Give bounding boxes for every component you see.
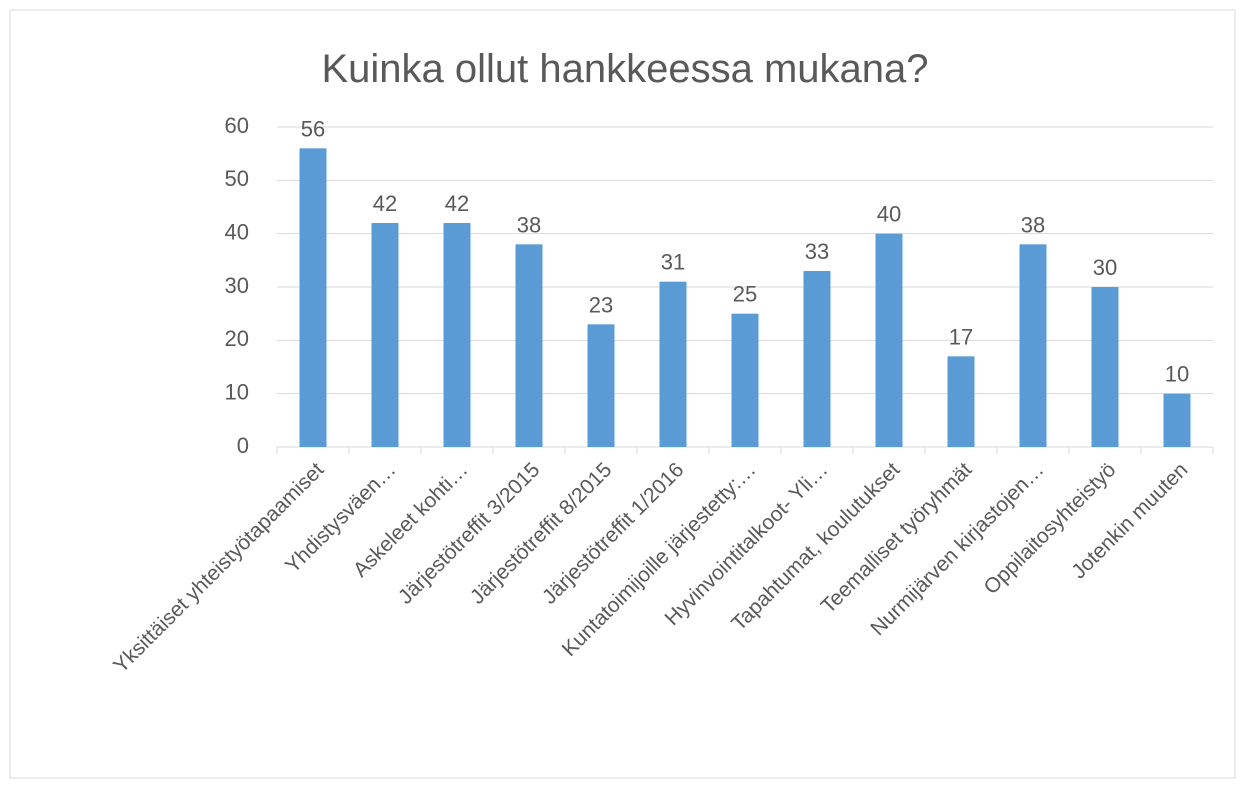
bar	[299, 148, 327, 448]
bar	[587, 324, 615, 447]
data-label: 38	[517, 212, 541, 237]
bar	[803, 271, 831, 447]
data-label: 30	[1093, 255, 1117, 280]
data-label: 42	[373, 191, 397, 216]
data-label: 42	[445, 191, 469, 216]
data-label: 25	[733, 282, 757, 307]
bar	[947, 356, 975, 447]
data-label: 10	[1165, 362, 1189, 387]
bar	[371, 223, 399, 447]
y-tick-label: 20	[225, 326, 249, 351]
bar	[1091, 287, 1119, 447]
data-label: 33	[805, 239, 829, 264]
bar	[659, 281, 687, 447]
y-tick-label: 0	[237, 433, 249, 458]
y-tick-label: 30	[225, 273, 249, 298]
chart-title: Kuinka ollut hankkeessa mukana?	[321, 47, 928, 91]
y-tick-label: 10	[225, 379, 249, 404]
bar	[731, 313, 759, 447]
data-label: 31	[661, 250, 685, 275]
data-label: 17	[949, 324, 973, 349]
bar	[515, 244, 543, 447]
data-label: 23	[589, 292, 613, 317]
bar	[1019, 244, 1047, 447]
data-label: 38	[1021, 212, 1045, 237]
bar	[443, 223, 471, 447]
y-tick-label: 40	[225, 219, 249, 244]
y-tick-label: 60	[225, 113, 249, 138]
y-tick-label: 50	[225, 166, 249, 191]
bar	[1163, 393, 1191, 447]
data-label: 56	[301, 116, 325, 141]
data-label: 40	[877, 202, 901, 227]
bar	[875, 233, 903, 447]
